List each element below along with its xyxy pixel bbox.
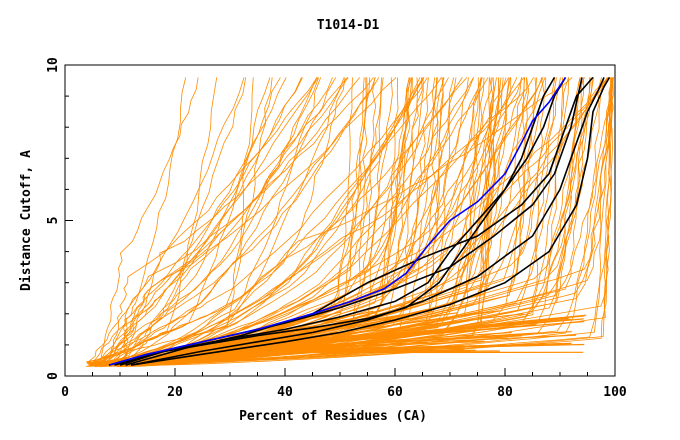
x-tick-label: 20 [167, 385, 183, 400]
model-curve-orange [92, 77, 424, 364]
model-curve-orange [112, 77, 303, 363]
model-curve-orange [129, 77, 333, 367]
model-curve-orange [118, 77, 281, 363]
model-curve-orange [85, 77, 254, 363]
model-curve-orange [132, 316, 408, 367]
y-tick-label: 10 [46, 57, 61, 73]
series-group [85, 76, 614, 368]
y-tick-label: 0 [46, 372, 61, 380]
y-axis-label: Distance Cutoff, A [19, 150, 34, 291]
model-curve-orange [88, 77, 449, 365]
y-tick-label: 5 [46, 217, 61, 225]
model-curve-orange [100, 77, 199, 366]
x-tick-label: 80 [497, 385, 513, 400]
model-curve-orange [124, 311, 342, 367]
model-curve-orange [96, 77, 271, 365]
x-axis-label: Percent of Residues (CA) [239, 409, 427, 424]
x-tick-label: 60 [387, 385, 403, 400]
x-tick-label: 40 [277, 385, 293, 400]
model-curve-orange [122, 77, 247, 364]
model-curve-orange [99, 77, 494, 367]
model-curve-orange [110, 77, 317, 364]
model-curve-orange [92, 77, 319, 366]
model-curve-orange [97, 77, 534, 367]
model-curve-orange [110, 77, 218, 366]
model-curve-black-5 [130, 77, 605, 366]
x-tick-label: 0 [61, 385, 69, 400]
model-curve-blue-1 [108, 76, 567, 366]
model-curve-orange [122, 77, 245, 365]
model-curve-black-4 [125, 76, 594, 366]
model-curve-orange [130, 334, 577, 367]
chart-title: T1014-D1 [317, 18, 380, 33]
model-curve-orange [108, 77, 318, 364]
model-curve-orange [99, 77, 302, 365]
axis-ticks: 0 20 40 60 80 100 0 5 10 [46, 57, 627, 400]
model-curve-orange [89, 77, 397, 366]
model-curve-orange [90, 77, 428, 364]
model-curve-black-1 [108, 76, 556, 366]
model-curve-orange [89, 77, 482, 363]
model-curve-black-6 [130, 76, 611, 366]
model-curve-orange [127, 77, 605, 366]
x-tick-label: 100 [603, 385, 627, 400]
model-curve-orange [87, 77, 374, 363]
model-curve-orange [121, 314, 587, 367]
model-curve-black-2 [114, 76, 567, 366]
model-curve-orange [121, 77, 614, 365]
model-curve-orange [109, 77, 614, 367]
